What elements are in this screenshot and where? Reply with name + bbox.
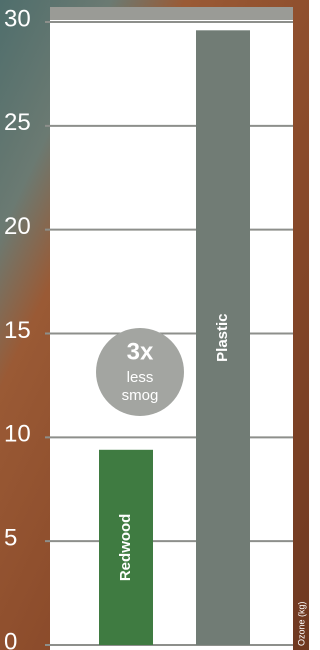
annotation-emphasis: 3x xyxy=(127,338,154,365)
plot-panel xyxy=(50,20,293,650)
y-tick-label: 20 xyxy=(4,213,31,240)
bar-label: Redwood xyxy=(117,514,134,582)
y-tick-label: 15 xyxy=(4,317,31,344)
panel-header xyxy=(50,7,293,20)
y-tick-label: 25 xyxy=(4,109,31,136)
chart: Redwood Plastic 3x less smog Ozone (kg) 0… xyxy=(0,0,309,650)
annotation-line: smog xyxy=(122,387,159,404)
y-tick-label: 10 xyxy=(4,421,31,448)
page: {"chart_data": {"type": "bar", "categori… xyxy=(0,0,309,650)
y-tick-label: 30 xyxy=(4,5,31,32)
y-tick-label: 5 xyxy=(4,525,17,552)
bar-label: Plastic xyxy=(214,313,231,361)
y-tick-label: 0 xyxy=(4,628,17,650)
annotation-line: less xyxy=(127,369,154,386)
y-axis-label: Ozone (kg) xyxy=(296,601,306,646)
